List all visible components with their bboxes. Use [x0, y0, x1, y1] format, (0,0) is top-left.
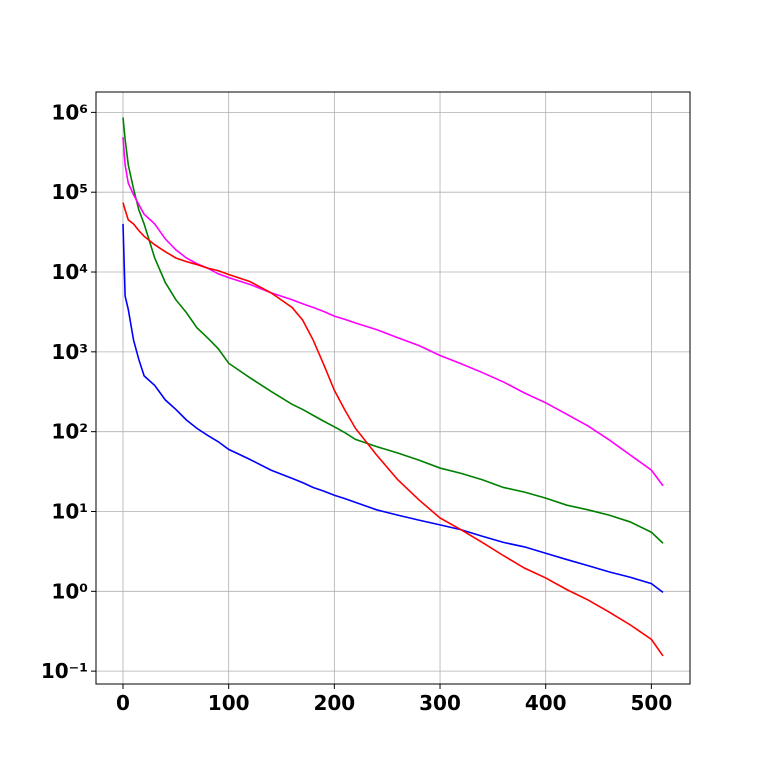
- y-tick-label: 10⁻¹: [41, 659, 88, 683]
- y-tick-label: 10⁶: [51, 100, 88, 124]
- y-tick-label: 10³: [51, 340, 88, 364]
- y-tick-label: 10¹: [51, 499, 88, 523]
- y-tick-label: 10⁵: [51, 180, 88, 204]
- x-tick-label: 200: [313, 691, 355, 715]
- series-line: [122, 117, 664, 544]
- plot-frame: [95, 91, 691, 685]
- y-tick-label: 10⁴: [51, 260, 88, 284]
- y-tick-label: 10²: [51, 420, 88, 444]
- x-tick-label: 400: [525, 691, 567, 715]
- series-line: [122, 202, 664, 657]
- x-tick-label: 100: [208, 691, 250, 715]
- x-tick-label: 300: [419, 691, 461, 715]
- series-line: [122, 223, 664, 594]
- y-tick-label: 10⁰: [51, 579, 88, 603]
- x-tick-label: 0: [116, 691, 130, 715]
- series-line: [122, 137, 664, 487]
- x-tick-label: 500: [631, 691, 673, 715]
